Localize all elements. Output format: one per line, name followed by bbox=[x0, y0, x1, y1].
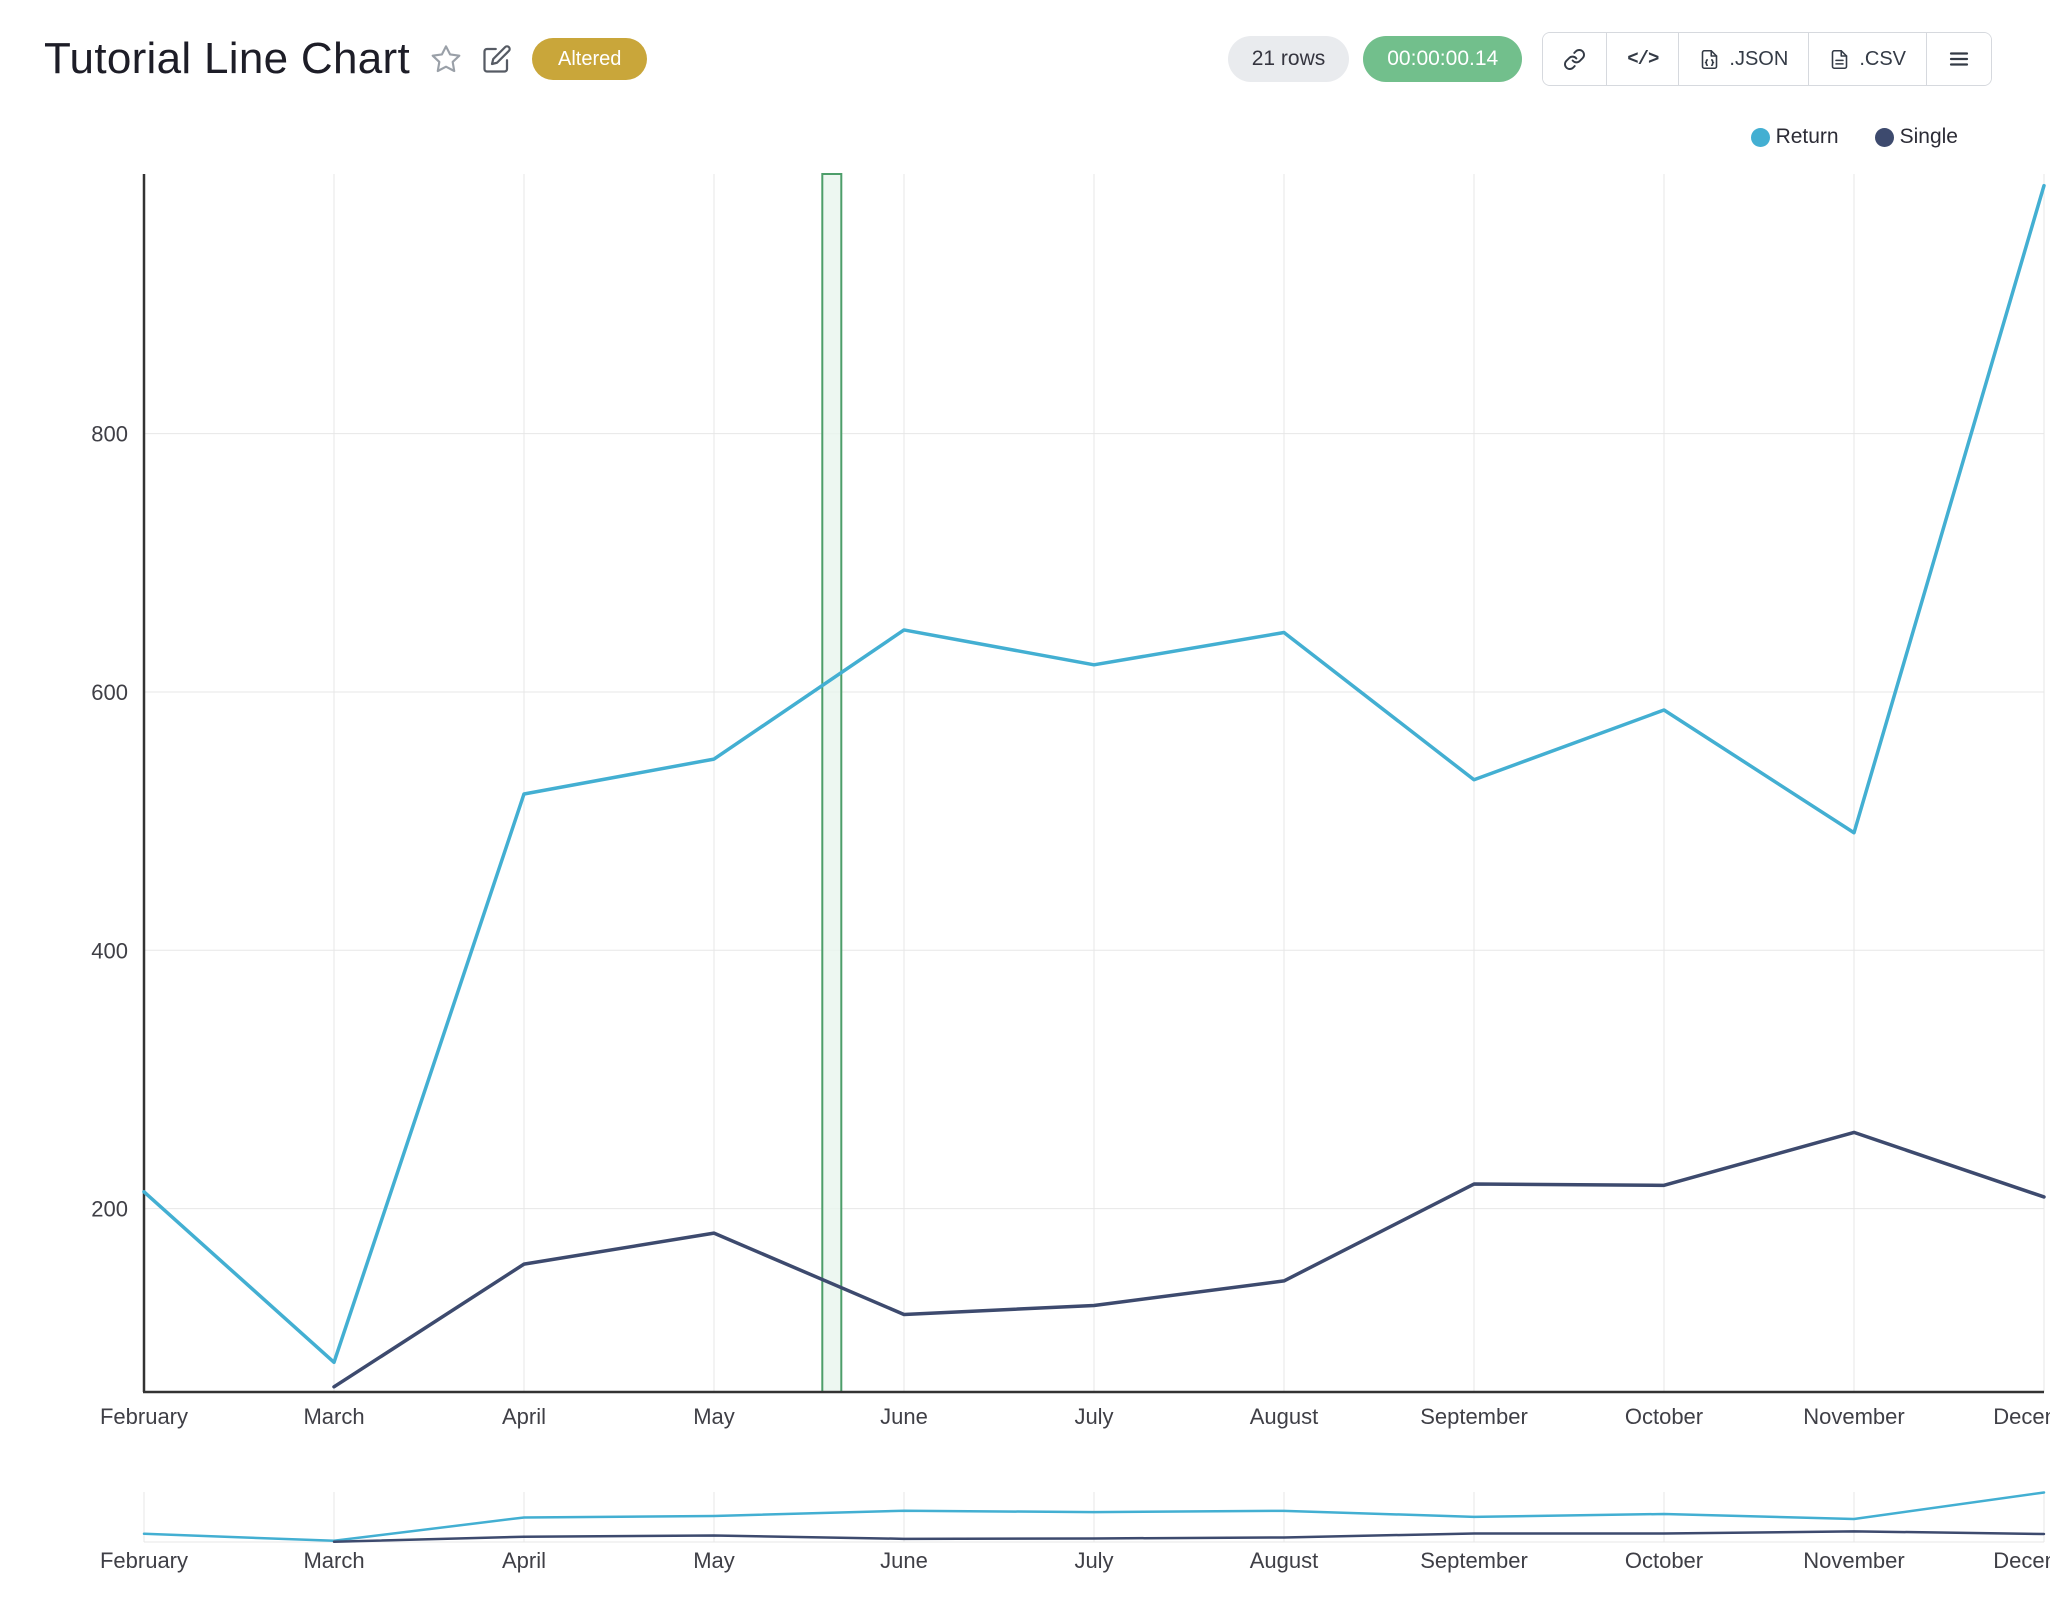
export-button-group: </> .JSON .CSV bbox=[1542, 32, 1992, 86]
embed-code-button[interactable]: </> bbox=[1606, 33, 1679, 85]
json-button-label: .JSON bbox=[1729, 47, 1789, 70]
page-title: Tutorial Line Chart bbox=[44, 34, 411, 83]
favorite-star-icon[interactable] bbox=[430, 43, 462, 75]
single-series-line bbox=[332, 1130, 2046, 1389]
x-axis-label: October bbox=[1625, 1404, 1703, 1429]
x-axis-label: August bbox=[1250, 1404, 1319, 1429]
title-row: Tutorial Line Chart Altered bbox=[44, 34, 648, 84]
download-csv-button[interactable]: .CSV bbox=[1808, 33, 1926, 85]
x-axis-label: April bbox=[502, 1404, 546, 1429]
x-axis-label: December bbox=[1993, 1404, 2050, 1429]
return-series-dot bbox=[1750, 127, 1770, 147]
x-axis-label: August bbox=[1250, 1548, 1319, 1573]
download-json-button[interactable]: .JSON bbox=[1678, 33, 1809, 85]
single-series-dot bbox=[1874, 127, 1894, 147]
x-axis-label: November bbox=[1803, 1548, 1904, 1573]
x-axis-label: June bbox=[880, 1404, 928, 1429]
result-toolbar: 21 rows 00:00:00.14 </> .JSON bbox=[1227, 32, 1992, 86]
legend-label-single: Single bbox=[1899, 125, 1958, 148]
x-axis-label: February bbox=[100, 1404, 188, 1429]
x-axis-label: July bbox=[1074, 1548, 1113, 1573]
x-axis-label: October bbox=[1625, 1548, 1703, 1573]
link-icon bbox=[1564, 48, 1586, 70]
query-header: Tutorial Line Chart Altered 21 rows 00:0… bbox=[0, 0, 2050, 100]
legend-item-single[interactable]: Single bbox=[1874, 125, 1958, 149]
x-axis-label: March bbox=[303, 1404, 364, 1429]
overview-range-chart[interactable]: February March April May June July August Septe… bbox=[0, 1452, 2050, 1598]
return-series-line bbox=[142, 1491, 2046, 1543]
x-axis-label: September bbox=[1420, 1404, 1528, 1429]
runtime-badge: 00:00:00.14 bbox=[1363, 36, 1523, 82]
hamburger-menu-icon bbox=[1949, 52, 1969, 66]
return-series-line bbox=[142, 183, 2046, 1365]
more-menu-button[interactable] bbox=[1926, 33, 1991, 85]
x-axis-label: April bbox=[502, 1548, 546, 1573]
chart-legend: Return Single bbox=[0, 100, 2050, 160]
x-axis-label: May bbox=[693, 1404, 735, 1429]
y-tick-label: 200 bbox=[91, 1197, 128, 1222]
x-axis-label: June bbox=[880, 1548, 928, 1573]
x-axis-label: September bbox=[1420, 1548, 1528, 1573]
y-tick-label: 600 bbox=[91, 680, 128, 705]
x-axis-label: November bbox=[1803, 1404, 1904, 1429]
csv-file-icon bbox=[1832, 49, 1848, 69]
x-axis-label: February bbox=[100, 1548, 188, 1573]
legend-item-return[interactable]: Return bbox=[1750, 125, 1839, 149]
x-axis-label: May bbox=[693, 1548, 735, 1573]
copy-link-button[interactable] bbox=[1543, 33, 1607, 85]
code-icon: </> bbox=[1627, 48, 1659, 70]
row-count-badge: 21 rows bbox=[1227, 36, 1350, 82]
single-series-line bbox=[332, 1530, 2046, 1544]
csv-button-label: .CSV bbox=[1859, 47, 1906, 70]
highlight-band bbox=[821, 173, 843, 1393]
altered-badge: Altered bbox=[532, 38, 648, 80]
legend-label-return: Return bbox=[1775, 125, 1839, 148]
y-tick-label: 400 bbox=[91, 938, 128, 963]
edit-name-icon[interactable] bbox=[482, 44, 512, 74]
main-line-chart[interactable]: 200 400 600 800 February March April May June Jul… bbox=[0, 160, 2050, 1452]
x-axis-label: July bbox=[1074, 1404, 1113, 1429]
x-axis-label: March bbox=[303, 1548, 364, 1573]
x-axis-label: December bbox=[1993, 1548, 2050, 1573]
y-tick-label: 800 bbox=[91, 422, 128, 447]
json-file-icon bbox=[1702, 49, 1718, 69]
